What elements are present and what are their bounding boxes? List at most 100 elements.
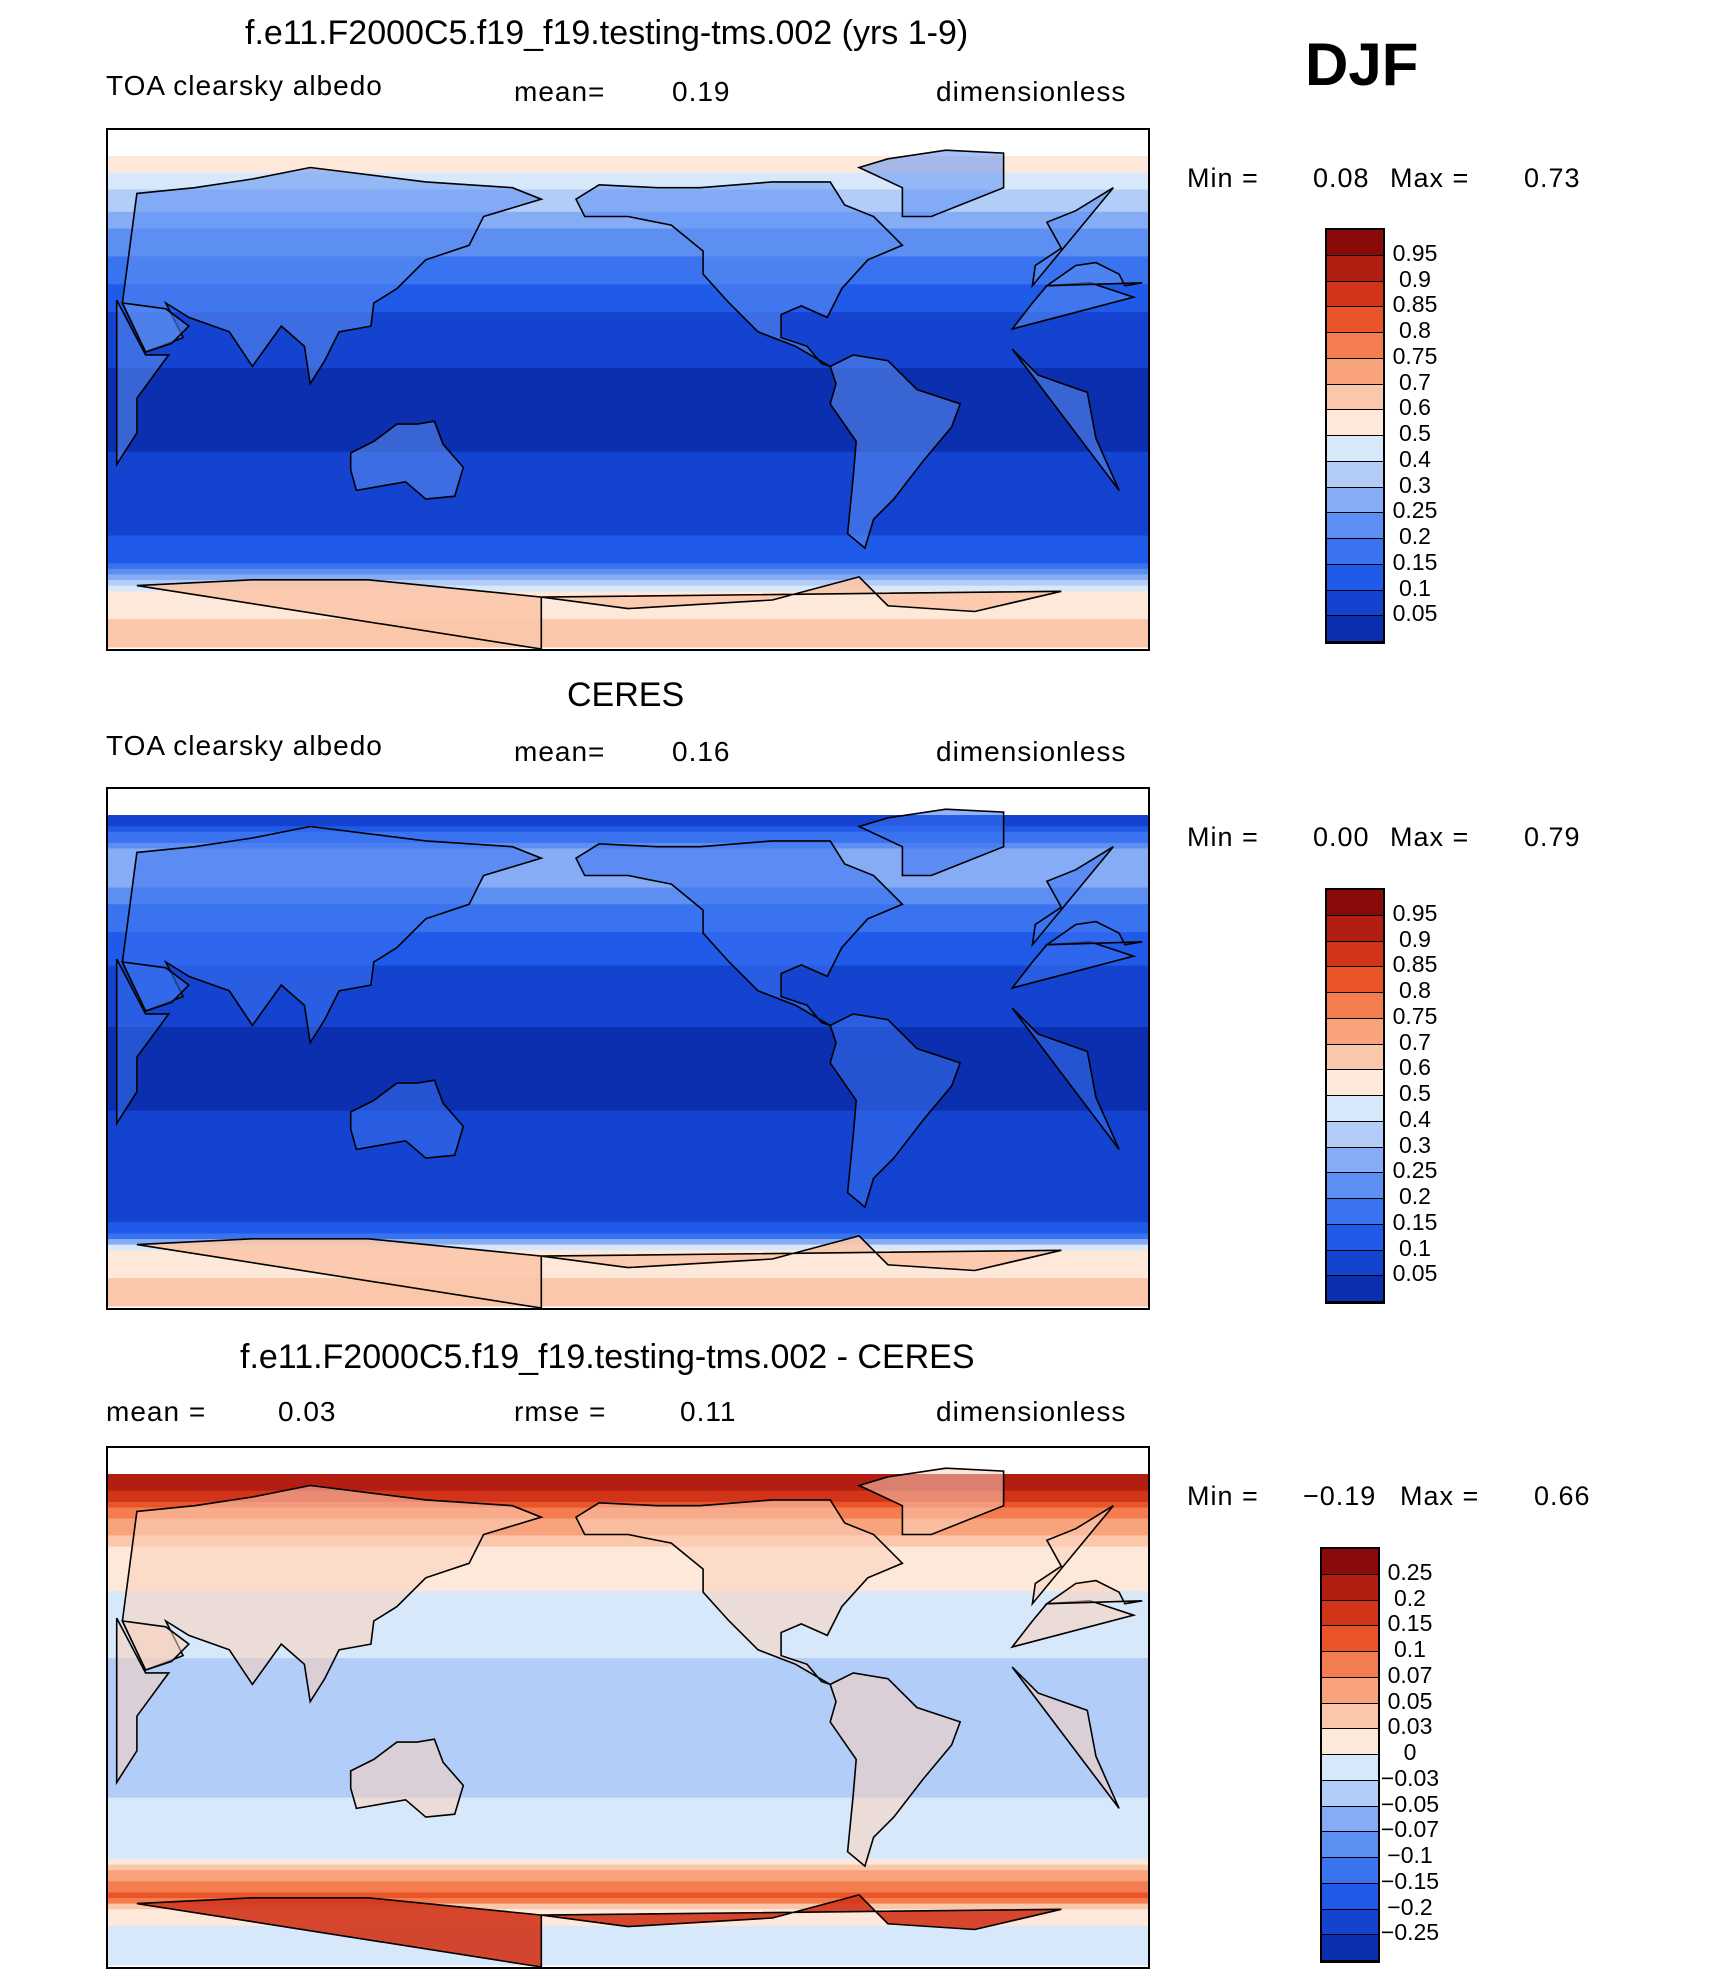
colorbar-swatch [1327,616,1383,642]
zonal-band [108,1294,1148,1301]
zonal-band [108,932,1148,939]
coastline-samerica [829,1013,962,1209]
panel3-mean-label: mean = [106,1396,207,1427]
zonal-band [108,462,1148,470]
zonal-band [108,490,1148,497]
zonal-band [108,1088,1148,1095]
zonal-band [108,362,1148,369]
panel3-max-value: 0.66 [1534,1481,1591,1511]
zonal-band [108,1591,1148,1598]
zonal-band [108,552,1148,559]
zonal-band [108,440,1148,447]
zonal-band [108,624,1148,631]
zonal-band [108,937,1148,944]
colorbar-tick-label: 0.1 [1394,1636,1426,1662]
zonal-band [108,1535,1148,1542]
zonal-band [108,1541,1148,1548]
colorbar-swatch [1322,1626,1378,1652]
zonal-band [108,568,1148,576]
colorbar-tick-label: 0.4 [1399,1105,1431,1132]
zonal-band [108,1697,1148,1704]
colorbar-tick-label: 0.15 [1392,1208,1438,1235]
colorbar-swatch [1322,1883,1378,1910]
panel2-variable-label: TOA clearsky albedo [106,730,383,761]
panel1-variable-label: TOA clearsky albedo [106,70,383,101]
zonal-band [108,395,1148,403]
colorbar-swatch [1322,1935,1378,1961]
zonal-band [108,1680,1148,1687]
panel2-map-svg [108,789,1148,1308]
zonal-band [108,1077,1148,1084]
colorbar-tick-label: 0.15 [1387,1610,1433,1637]
zonal-band [108,513,1148,520]
zonal-band [108,1155,1148,1162]
zonal-band [108,323,1148,330]
zonal-band [108,960,1148,967]
panel1-min-value: 0.08 [1313,163,1370,193]
colorbar-tick-label: 0.6 [1399,394,1431,421]
zonal-band [108,172,1148,179]
panel3-rmse-value: 0.11 [680,1396,737,1427]
colorbar-swatch [1327,1044,1383,1071]
coastline-eurasia [121,166,1143,386]
zonal-band [108,479,1148,486]
zonal-band [108,457,1148,464]
colorbar-tick-label: 0.1 [1399,574,1431,601]
colorbar-swatch [1327,590,1383,617]
colorbar-swatch [1327,307,1383,333]
colorbar-swatch [1322,1677,1378,1704]
colorbar-swatch [1327,436,1383,462]
colorbar-tick-label: 0.3 [1399,471,1431,498]
zonal-band [108,1144,1148,1151]
zonal-band [108,1300,1148,1307]
zonal-band [108,1953,1148,1960]
zonal-band [108,1474,1148,1481]
zonal-band [108,1222,1148,1229]
colorbar-swatch [1327,564,1383,591]
coastline-arabia [121,1620,191,1671]
panel2-title: CERES [567,676,685,714]
zonal-band [108,965,1148,972]
zonal-band [108,1121,1148,1129]
colorbar-swatch [1322,1780,1378,1807]
panel3-max-label: Max = [1400,1481,1480,1511]
zonal-band [108,1881,1148,1888]
zonal-band [108,161,1148,168]
zonal-band [108,312,1148,319]
colorbar-tick-label: 0.1 [1399,1234,1431,1261]
colorbar-swatch [1327,1250,1383,1277]
colorbar-swatch [1327,941,1383,968]
zonal-band [108,591,1148,598]
zonal-band [108,1702,1148,1709]
zonal-band [108,1557,1148,1564]
colorbar-swatch [1327,333,1383,359]
zonal-band [108,1227,1148,1235]
zonal-band [108,630,1148,637]
colorbar-swatch [1327,255,1383,282]
zonal-band [108,262,1148,269]
zonal-band [108,1719,1148,1726]
zonal-band [108,1948,1148,1955]
colorbar-tick-label: 0.85 [1392,291,1438,318]
zonal-band [108,1652,1148,1659]
panel1-map-svg [108,130,1148,649]
zonal-band [108,228,1148,235]
zonal-band [108,1015,1148,1023]
zonal-band [108,546,1148,553]
zonal-band [108,496,1148,503]
colorbar-swatch [1327,915,1383,942]
panel3-title: f.e11.F2000C5.f19_f19.testing-tms.002 - … [240,1338,975,1376]
zonal-band [108,1725,1148,1732]
zonal-band [108,1903,1148,1910]
zonal-band [108,1032,1148,1039]
zonal-band [108,1758,1148,1765]
zonal-band [108,1596,1148,1603]
zonal-band [108,641,1148,648]
colorbar-tick-label: −0.2 [1387,1893,1433,1920]
colorbar-swatch [1327,281,1383,308]
zonal-band [108,217,1148,224]
colorbar-swatch [1327,1147,1383,1174]
zonal-band [108,250,1148,258]
zonal-band [108,1741,1148,1748]
colorbar-tick-label: −0.03 [1380,1764,1440,1791]
